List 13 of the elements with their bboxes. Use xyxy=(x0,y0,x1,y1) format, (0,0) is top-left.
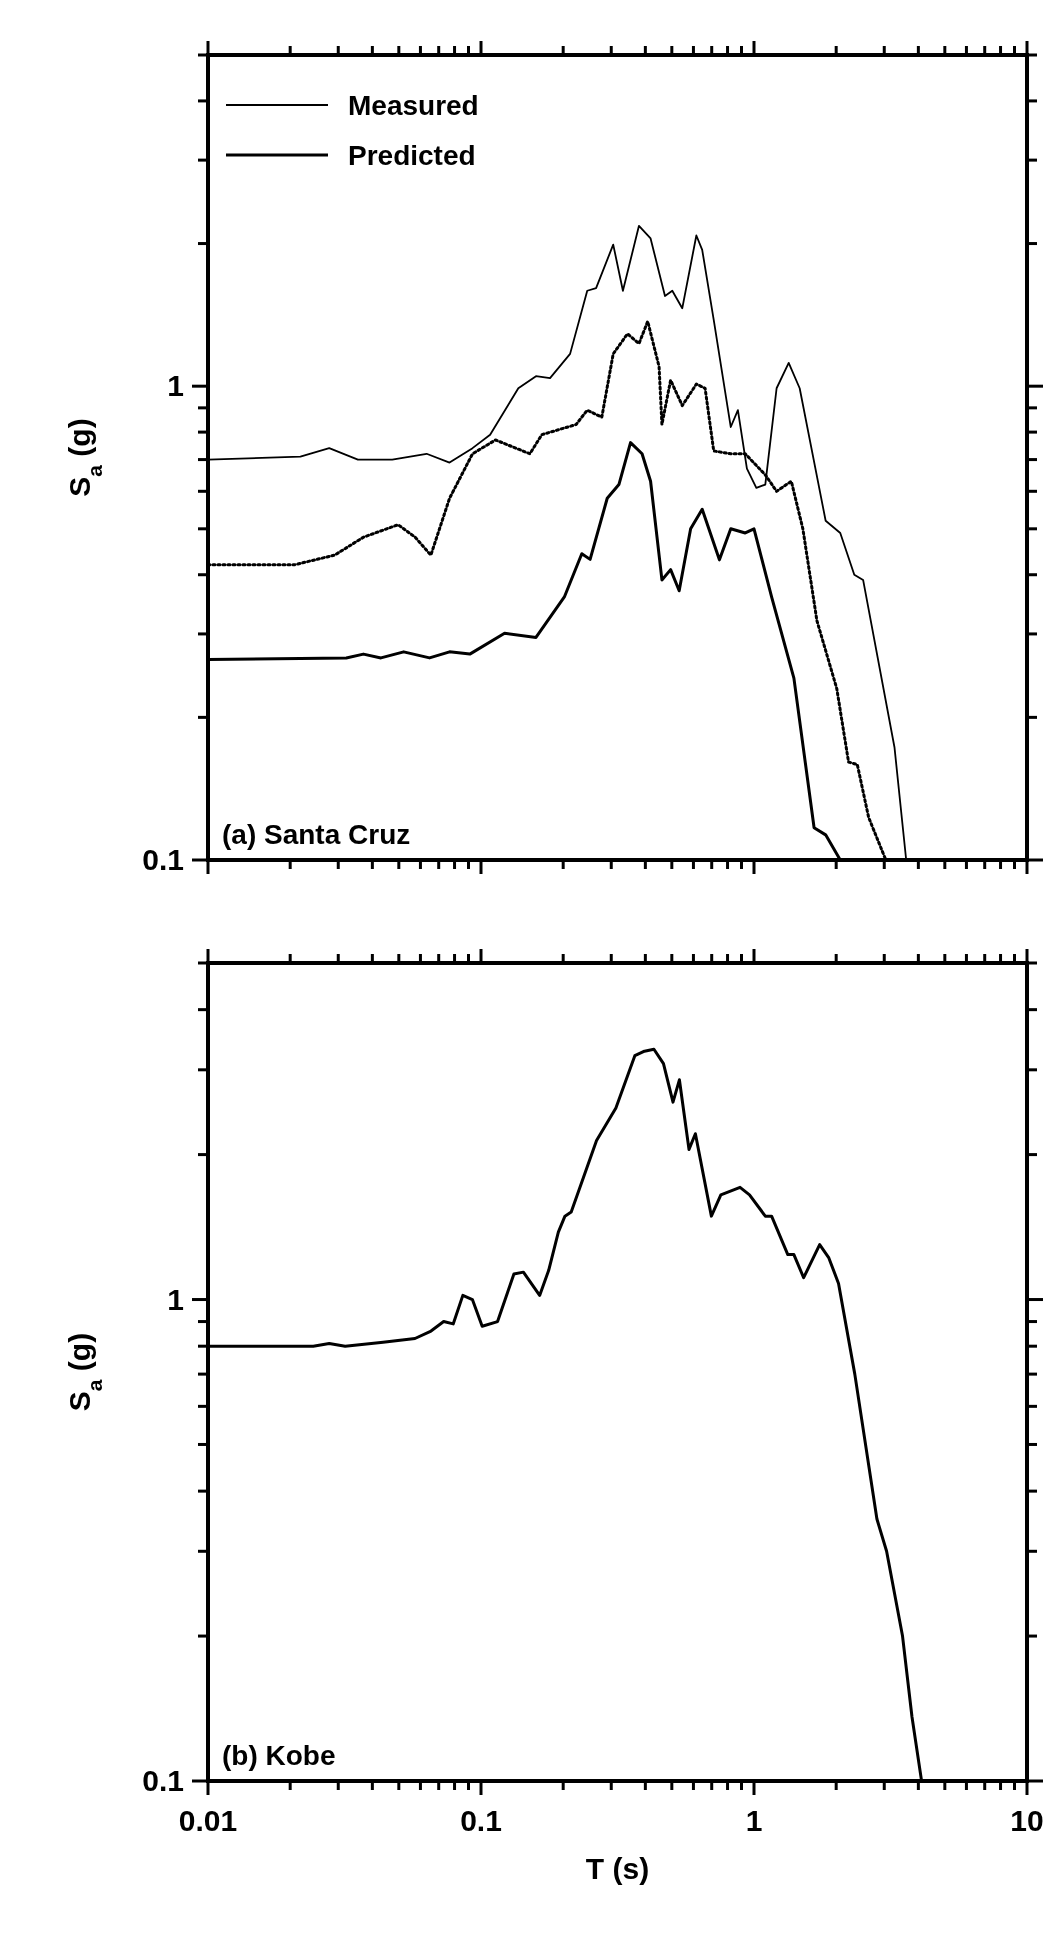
x-tick-label: 0.01 xyxy=(178,1804,238,1837)
x-tick-label: 1 xyxy=(745,1804,763,1837)
legend-label: Measured xyxy=(348,90,479,121)
x-tick-label: 10 xyxy=(1010,1804,1044,1837)
annotation: (a) Santa Cruz xyxy=(222,819,411,850)
y-tick-label: 0.1 xyxy=(142,843,184,876)
y-tick-label: 1 xyxy=(167,369,184,403)
x-tick-label: 0.1 xyxy=(460,1804,502,1837)
y-tick-label: 1 xyxy=(167,1282,184,1316)
annotation: (b) Kobe xyxy=(222,1740,336,1771)
x-axis-title: T (s) xyxy=(585,1852,650,1885)
legend-label: Predicted xyxy=(348,140,476,171)
y-tick-label: 0.1 xyxy=(142,1764,184,1797)
